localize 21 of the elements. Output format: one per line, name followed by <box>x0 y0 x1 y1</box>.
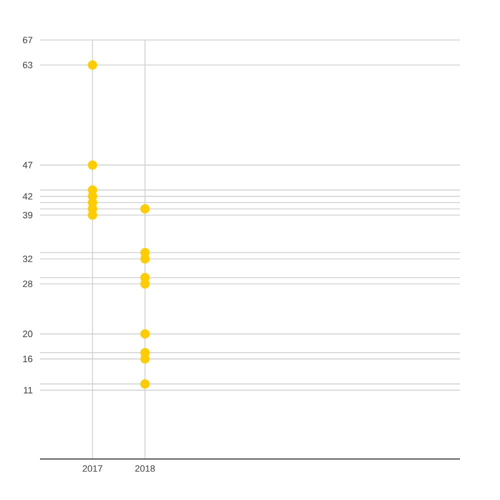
point <box>140 254 150 264</box>
point <box>140 279 150 289</box>
y-tick-label: 42 <box>22 193 32 200</box>
x-tick-label: 2018 <box>135 465 155 472</box>
y-tick-label: 28 <box>23 280 32 288</box>
y-tick-label: 47 <box>22 162 32 168</box>
y-tick-label: 39 <box>22 212 32 218</box>
y-tick-label: 67 <box>23 36 32 44</box>
y-tick-label: 11 <box>24 387 32 394</box>
point <box>88 210 98 220</box>
point <box>140 204 150 214</box>
y-tick-label: 16 <box>23 356 32 362</box>
x-tick-label: 2017 <box>82 465 102 472</box>
point <box>140 329 150 339</box>
point <box>140 354 150 364</box>
y-tick-label: 32 <box>22 256 32 262</box>
point <box>88 60 98 70</box>
y-tick-label: 63 <box>23 62 32 68</box>
y-tick-label: 20 <box>23 330 32 338</box>
point <box>140 379 150 389</box>
point <box>88 160 98 170</box>
